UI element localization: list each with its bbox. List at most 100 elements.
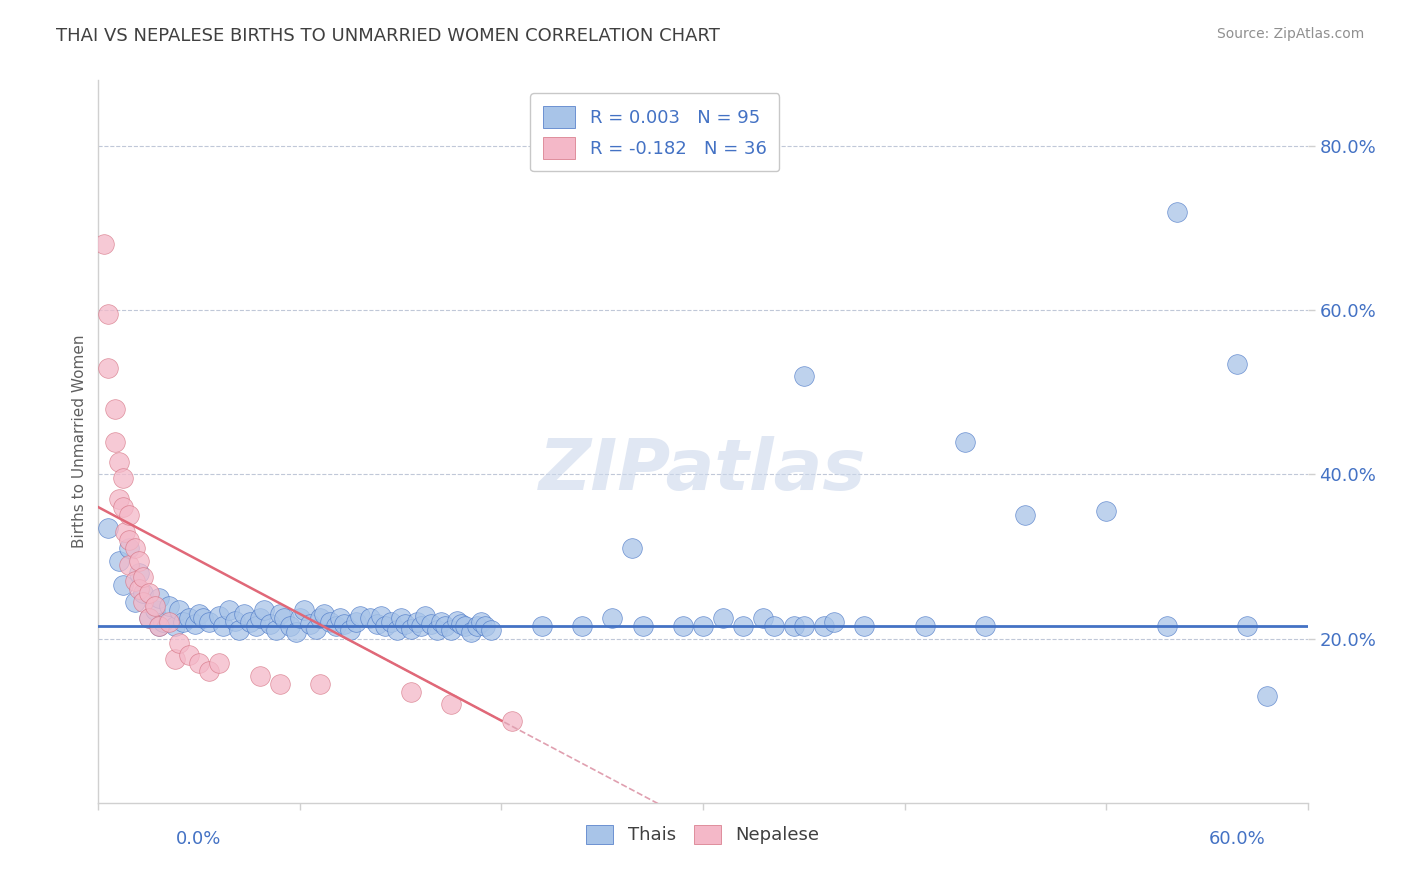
- Point: [460, 625, 482, 640]
- Point: [111, 500, 134, 515]
- Point: [360, 611, 382, 625]
- Point: [325, 619, 347, 633]
- Point: [148, 619, 170, 633]
- Point: [172, 615, 194, 630]
- Point: [329, 611, 352, 625]
- Point: [138, 586, 160, 600]
- Point: [188, 657, 211, 671]
- Point: [426, 624, 449, 638]
- Point: [319, 615, 342, 630]
- Point: [733, 619, 755, 633]
- Point: [389, 611, 412, 625]
- Point: [188, 607, 211, 621]
- Point: [212, 619, 235, 633]
- Point: [245, 619, 267, 633]
- Point: [339, 624, 361, 638]
- Text: 60.0%: 60.0%: [1209, 830, 1265, 847]
- Point: [224, 614, 246, 628]
- Point: [333, 616, 356, 631]
- Point: [914, 619, 936, 633]
- Point: [288, 611, 311, 625]
- Point: [128, 582, 150, 597]
- Point: [344, 615, 367, 630]
- Point: [114, 524, 136, 539]
- Point: [278, 619, 301, 633]
- Point: [132, 594, 155, 608]
- Point: [118, 541, 141, 556]
- Point: [259, 616, 281, 631]
- Point: [571, 619, 593, 633]
- Point: [1014, 508, 1036, 523]
- Legend: Thais, Nepalese: Thais, Nepalese: [579, 818, 827, 852]
- Point: [273, 611, 295, 625]
- Point: [470, 615, 492, 630]
- Point: [253, 603, 276, 617]
- Point: [813, 619, 835, 633]
- Point: [1226, 357, 1249, 371]
- Point: [198, 665, 221, 679]
- Point: [269, 607, 291, 621]
- Point: [179, 611, 201, 625]
- Point: [193, 611, 215, 625]
- Y-axis label: Births to Unmarried Women: Births to Unmarried Women: [72, 334, 87, 549]
- Point: [184, 616, 207, 631]
- Point: [128, 553, 150, 567]
- Point: [366, 616, 388, 631]
- Point: [762, 619, 785, 633]
- Point: [399, 685, 422, 699]
- Point: [138, 611, 160, 625]
- Point: [1256, 689, 1278, 703]
- Point: [602, 611, 624, 625]
- Point: [167, 636, 190, 650]
- Point: [853, 619, 876, 633]
- Point: [621, 541, 644, 556]
- Point: [501, 714, 523, 728]
- Point: [752, 611, 775, 625]
- Point: [309, 677, 332, 691]
- Point: [93, 237, 115, 252]
- Point: [163, 652, 186, 666]
- Point: [783, 619, 806, 633]
- Point: [450, 616, 472, 631]
- Point: [143, 603, 166, 617]
- Point: [218, 603, 240, 617]
- Point: [163, 619, 186, 633]
- Point: [124, 574, 146, 588]
- Point: [440, 624, 463, 638]
- Point: [97, 521, 120, 535]
- Point: [208, 608, 231, 623]
- Point: [132, 570, 155, 584]
- Point: [292, 603, 315, 617]
- Point: [349, 608, 371, 623]
- Text: Source: ZipAtlas.com: Source: ZipAtlas.com: [1216, 27, 1364, 41]
- Point: [454, 619, 477, 633]
- Point: [179, 648, 201, 662]
- Point: [111, 471, 134, 485]
- Point: [198, 615, 221, 630]
- Point: [269, 677, 291, 691]
- Point: [97, 360, 120, 375]
- Point: [823, 615, 845, 630]
- Point: [157, 615, 180, 630]
- Point: [264, 624, 287, 638]
- Point: [148, 619, 170, 633]
- Point: [465, 619, 488, 633]
- Point: [228, 624, 250, 638]
- Point: [530, 619, 553, 633]
- Text: 0.0%: 0.0%: [176, 830, 221, 847]
- Point: [305, 622, 328, 636]
- Point: [124, 541, 146, 556]
- Text: ZIPatlas: ZIPatlas: [540, 436, 866, 505]
- Point: [974, 619, 997, 633]
- Point: [143, 599, 166, 613]
- Point: [148, 591, 170, 605]
- Point: [107, 455, 129, 469]
- Point: [430, 615, 453, 630]
- Point: [239, 615, 262, 630]
- Point: [420, 616, 443, 631]
- Point: [631, 619, 654, 633]
- Point: [1095, 504, 1118, 518]
- Point: [118, 558, 141, 572]
- Point: [107, 491, 129, 506]
- Point: [124, 594, 146, 608]
